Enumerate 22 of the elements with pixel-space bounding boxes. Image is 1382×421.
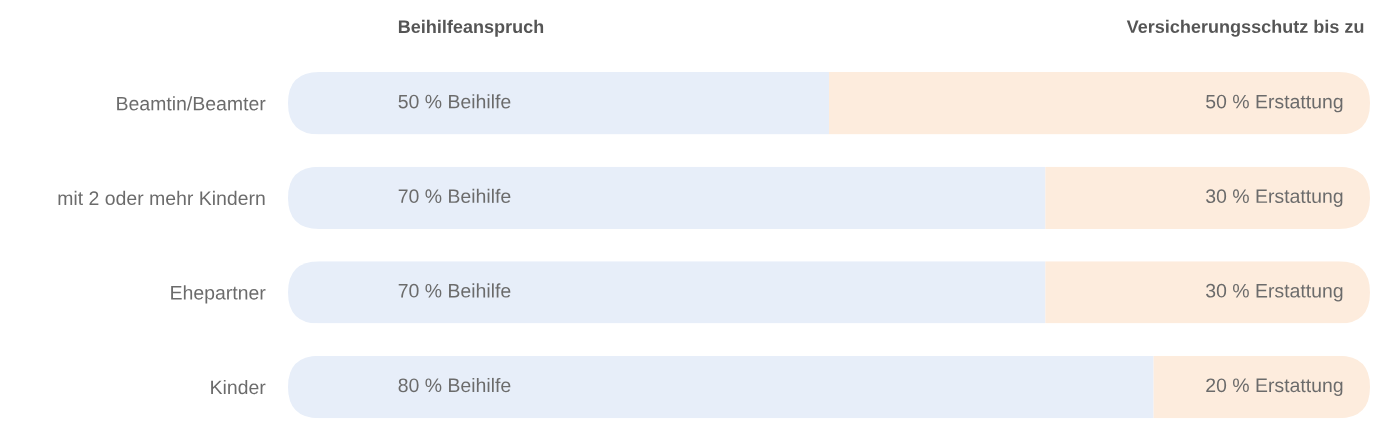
data-label: 70 % Beihilfe xyxy=(398,188,511,204)
data-label: 30 % Erstattung xyxy=(1206,189,1343,207)
data-label: 50 % Beihilfe xyxy=(398,94,511,109)
series-label: Versicherungsschutz bis zu xyxy=(1126,19,1364,37)
data-label: 20 % Erstattung xyxy=(1206,378,1343,397)
bar xyxy=(288,72,829,135)
series-label: Beihilfeanspruch xyxy=(398,19,544,37)
bar xyxy=(1153,355,1370,419)
bar xyxy=(1045,261,1370,324)
data-label: 80 % Beihilfe xyxy=(398,377,511,393)
y-tick-label: mit 2 oder mehr Kindern xyxy=(58,190,265,206)
bar xyxy=(829,72,1370,135)
data-label: 50 % Erstattung xyxy=(1206,94,1343,113)
bar xyxy=(288,261,1046,324)
y-tick-label: Ehepartner xyxy=(171,285,266,304)
y-tick-label: Kinder xyxy=(211,379,266,395)
bar xyxy=(288,355,1154,419)
bar xyxy=(288,166,1046,230)
y-tick-label: Beamtin/Beamter xyxy=(117,96,266,111)
data-label: 70 % Beihilfe xyxy=(398,283,511,298)
data-label: 30 % Erstattung xyxy=(1206,283,1343,302)
bar xyxy=(1045,166,1370,230)
